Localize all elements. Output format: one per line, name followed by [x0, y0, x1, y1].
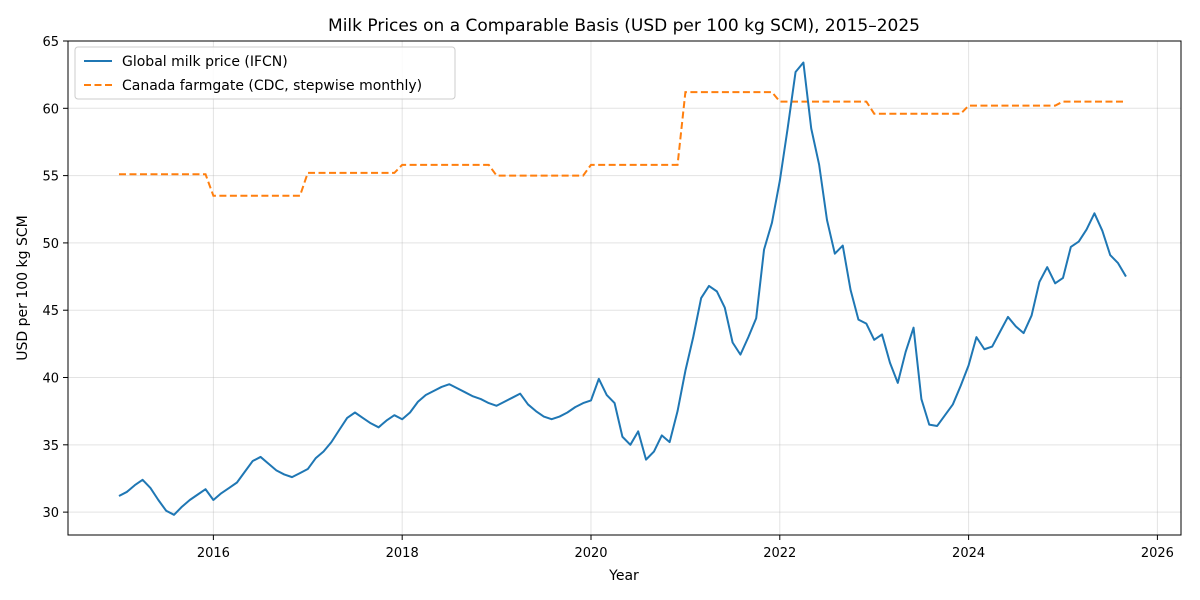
x-tick-label: 2016: [197, 546, 230, 561]
x-axis: 2016 2018 2020 2022 2024 2026: [197, 535, 1174, 561]
x-tick-label: 2026: [1141, 546, 1174, 561]
chart-title: Milk Prices on a Comparable Basis (USD p…: [328, 16, 920, 36]
y-tick-label: 50: [42, 237, 59, 252]
y-tick-label: 45: [42, 304, 59, 319]
y-axis: 30 35 40 45 50 55 60 65: [42, 35, 68, 521]
legend-label-canada: Canada farmgate (CDC, stepwise monthly): [122, 78, 422, 94]
plot-area: [118, 61, 1127, 516]
x-tick-label: 2022: [763, 546, 796, 561]
y-tick-label: 35: [42, 439, 59, 454]
x-tick-label: 2020: [574, 546, 607, 561]
y-tick-label: 55: [42, 170, 59, 185]
x-tick-label: 2024: [952, 546, 985, 561]
y-tick-label: 65: [42, 35, 59, 50]
x-axis-label: Year: [608, 568, 639, 584]
legend-label-global: Global milk price (IFCN): [122, 54, 288, 70]
legend-box: [74, 46, 456, 100]
series-line-global: [118, 61, 1127, 516]
y-tick-label: 30: [42, 506, 59, 521]
y-tick-label: 40: [42, 372, 59, 387]
x-tick-label: 2018: [386, 546, 419, 561]
series-line-canada: [118, 91, 1126, 197]
y-tick-label: 60: [42, 102, 59, 117]
y-axis-label: USD per 100 kg SCM: [15, 215, 31, 360]
legend: Global milk price (IFCN) Canada farmgate…: [74, 46, 456, 100]
plot-frame: [67, 40, 1182, 536]
